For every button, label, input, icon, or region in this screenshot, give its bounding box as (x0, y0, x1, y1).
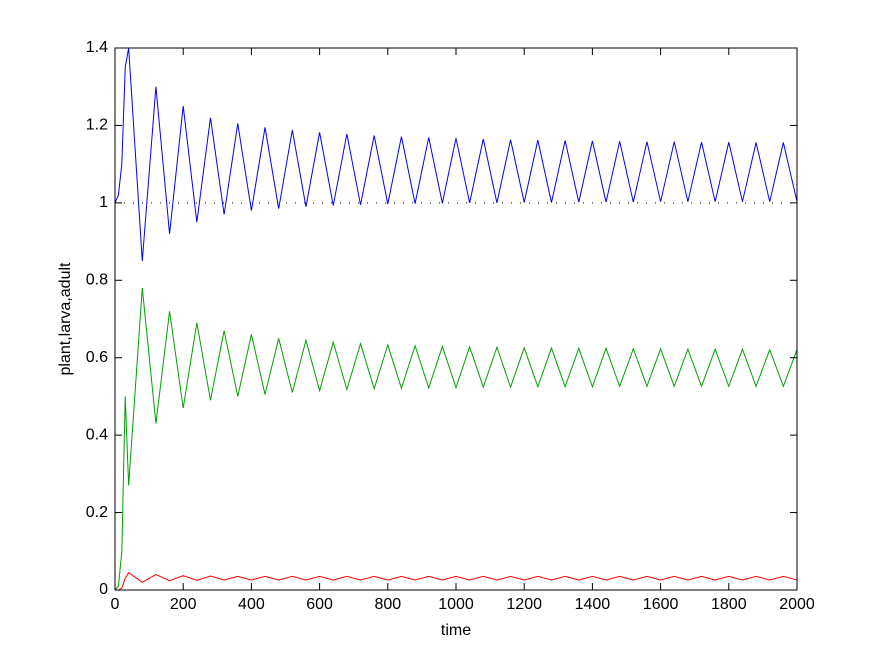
series-line (114, 47, 798, 261)
series-line (114, 287, 798, 591)
x-tick-label: 400 (238, 596, 265, 613)
y-tick-label: 0.4 (86, 426, 108, 443)
x-tick-label: 0 (111, 596, 120, 613)
x-tick-label: 1800 (711, 596, 747, 613)
y-tick-label: 1.2 (86, 117, 108, 134)
x-tick-label: 2000 (779, 596, 815, 613)
y-tick-label: 0 (99, 581, 108, 598)
y-tick-label: 0.8 (86, 272, 108, 289)
x-tick-label: 1600 (643, 596, 679, 613)
x-tick-label: 1000 (438, 596, 474, 613)
y-tick-label: 0.6 (86, 349, 108, 366)
y-tick-label: 0.2 (86, 504, 108, 521)
x-tick-label: 1400 (575, 596, 611, 613)
y-tick-label: 1 (99, 194, 108, 211)
x-tick-label: 800 (374, 596, 401, 613)
y-axis-label: plant,larva,adult (57, 262, 74, 376)
x-tick-label: 600 (306, 596, 333, 613)
x-tick-label: 1200 (506, 596, 542, 613)
x-tick-label: 200 (170, 596, 197, 613)
x-axis-label: time (441, 622, 471, 639)
series-line (115, 571, 798, 591)
y-tick-label: 1.4 (86, 39, 108, 56)
